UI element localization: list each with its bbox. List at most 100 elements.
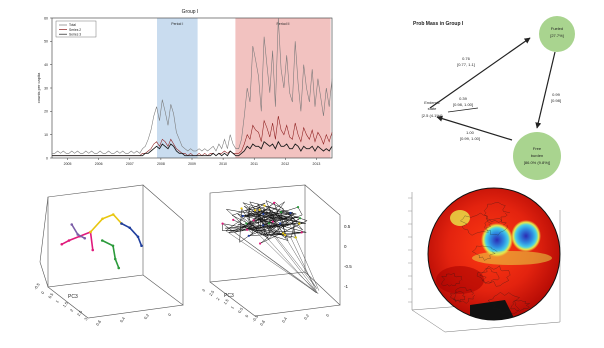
network-spoke bbox=[289, 223, 320, 291]
network-node bbox=[280, 211, 283, 214]
timeseries-xtick-label: 2010 bbox=[219, 162, 227, 166]
sphere-contour bbox=[476, 267, 500, 284]
edge-left-top-label-2: [0.77, 1.1] bbox=[457, 62, 475, 67]
timeseries-xtick-label: 2005 bbox=[64, 162, 72, 166]
network-node bbox=[296, 206, 300, 209]
trajectory-line-2 bbox=[101, 239, 120, 269]
network-xtick-label: 2.5 bbox=[208, 289, 216, 297]
trajectory-point bbox=[140, 244, 143, 248]
sphere-contour bbox=[510, 300, 531, 312]
trajectory-y-ticks: 0.6 0.4 0.2 0 bbox=[95, 312, 173, 327]
sphere-contour bbox=[472, 245, 498, 261]
trajectory-xtick-label: 1 bbox=[54, 298, 60, 303]
sphere-blob-left bbox=[481, 223, 513, 257]
trajectory-ytick-label: 0.6 bbox=[95, 319, 103, 327]
edge-top-to-bottom bbox=[535, 51, 556, 129]
diagram-title: Prob Mass in Group I bbox=[413, 21, 464, 27]
network-spoke bbox=[254, 210, 317, 289]
trajectory-point bbox=[67, 239, 71, 242]
trajectory-xtick-label: 0 bbox=[40, 290, 46, 295]
edge-left-top-label-1: 0.76 bbox=[462, 56, 471, 61]
trajectory-point bbox=[111, 213, 115, 216]
timeseries-xtick-label: 2008 bbox=[157, 162, 165, 166]
trajectory-point bbox=[120, 222, 123, 225]
network-node bbox=[294, 236, 297, 239]
trajectory-point bbox=[113, 257, 117, 261]
network-ytick-label: 0.6 bbox=[259, 319, 267, 327]
network-node bbox=[253, 209, 257, 212]
sphere-contour bbox=[483, 202, 510, 223]
sphere-heatmap-panel bbox=[408, 187, 561, 333]
trajectory-point bbox=[60, 242, 64, 246]
timeseries-band-0 bbox=[157, 18, 198, 158]
trajectory-point bbox=[117, 266, 121, 270]
edge-bottom-left-label-2: [0.99, 1.00] bbox=[460, 136, 480, 141]
network-node bbox=[262, 212, 265, 216]
trajectory-point bbox=[111, 244, 115, 248]
sphere-contour bbox=[487, 292, 520, 315]
trajectory-point bbox=[101, 217, 104, 221]
trajectory-point bbox=[100, 239, 104, 242]
network-node bbox=[258, 208, 261, 212]
network-node bbox=[263, 204, 266, 207]
state-diagram-panel: Prob Mass in Group I Fueled [27.7%] Ende… bbox=[413, 16, 575, 180]
sphere-contour bbox=[450, 291, 466, 303]
trajectory-xtick-label: 1.5 bbox=[62, 300, 70, 308]
network-node bbox=[245, 222, 248, 225]
timeseries-xtick-label: 2011 bbox=[250, 162, 258, 166]
network-y-ticks: 0.6 0.4 0.2 0 bbox=[259, 312, 331, 326]
sphere-dark-region bbox=[470, 300, 520, 320]
network-node bbox=[289, 211, 292, 215]
timeseries-ytick-label: 30 bbox=[44, 86, 48, 90]
trajectory-point bbox=[136, 235, 140, 239]
trajectory-line-1 bbox=[89, 213, 123, 233]
node-bottom-label-1: Free bbox=[533, 146, 542, 151]
edge-self-label-2: [0.98, 1.00] bbox=[453, 102, 473, 107]
sphere-contour bbox=[484, 218, 508, 236]
network-node bbox=[241, 214, 244, 218]
trajectory-xtick-label: 0.5 bbox=[47, 291, 55, 299]
trajectory-xtick-label: 2 bbox=[69, 307, 75, 312]
trajectory-ytick-label: 0 bbox=[167, 312, 173, 317]
trajectory-3d-panel: PC3 -0.50 0.51 1.52 2.53 0.6 0.4 0.2 0 bbox=[33, 184, 184, 327]
trajectory-lines bbox=[60, 213, 143, 270]
edge-self-label-1: 0.39 bbox=[459, 96, 468, 101]
timeseries-title: Group I bbox=[182, 9, 199, 15]
node-left-label-3: [2.5 (4.1%)] bbox=[422, 113, 443, 118]
timeseries-panel: Group I counts per capita Period I Period… bbox=[36, 9, 333, 166]
timeseries-ytick-label: 40 bbox=[44, 63, 48, 67]
sphere-dark-red-patch bbox=[436, 266, 484, 294]
edge-top-bottom-label-1: 0.99 bbox=[552, 92, 561, 97]
network-node bbox=[232, 218, 235, 221]
timeseries-bands: Period I Period II bbox=[157, 18, 331, 158]
timeseries-series bbox=[52, 17, 333, 157]
timeseries-band-1 bbox=[235, 18, 331, 158]
node-bottom-label-3: [86.0% (9.8%)] bbox=[524, 160, 550, 165]
network-node bbox=[252, 219, 255, 222]
node-top bbox=[539, 16, 575, 52]
network-xtick-label: 0 bbox=[244, 313, 250, 318]
network-spoke bbox=[257, 214, 316, 291]
node-left-label-2: state bbox=[428, 106, 437, 111]
edge-left-to-top bbox=[429, 37, 531, 109]
timeseries-xtick-label: 2007 bbox=[126, 162, 134, 166]
network-node bbox=[247, 234, 250, 237]
network-node bbox=[271, 220, 274, 223]
network-spoke bbox=[290, 237, 318, 293]
timeseries-xtick-label: 2006 bbox=[95, 162, 103, 166]
network-node bbox=[245, 228, 249, 231]
network-ztick-label: 0.5 bbox=[344, 224, 351, 229]
trajectory-line-3 bbox=[120, 222, 143, 247]
timeseries-ytick-label: 0 bbox=[46, 156, 48, 160]
network-xtick-label: 0.5 bbox=[237, 306, 245, 314]
network-spoke bbox=[258, 228, 317, 294]
trajectory-xtick-label: 2.5 bbox=[76, 309, 84, 317]
trajectory-box bbox=[39, 184, 184, 319]
timeseries-xtick-label: 2013 bbox=[313, 162, 321, 166]
sphere-yellow-patch bbox=[450, 210, 470, 226]
sphere-contours bbox=[435, 202, 531, 315]
network-node bbox=[298, 217, 302, 220]
edge-top-bottom-label-2: [0.98] bbox=[551, 98, 561, 103]
trajectory-axis-label: PC3 bbox=[68, 294, 78, 300]
